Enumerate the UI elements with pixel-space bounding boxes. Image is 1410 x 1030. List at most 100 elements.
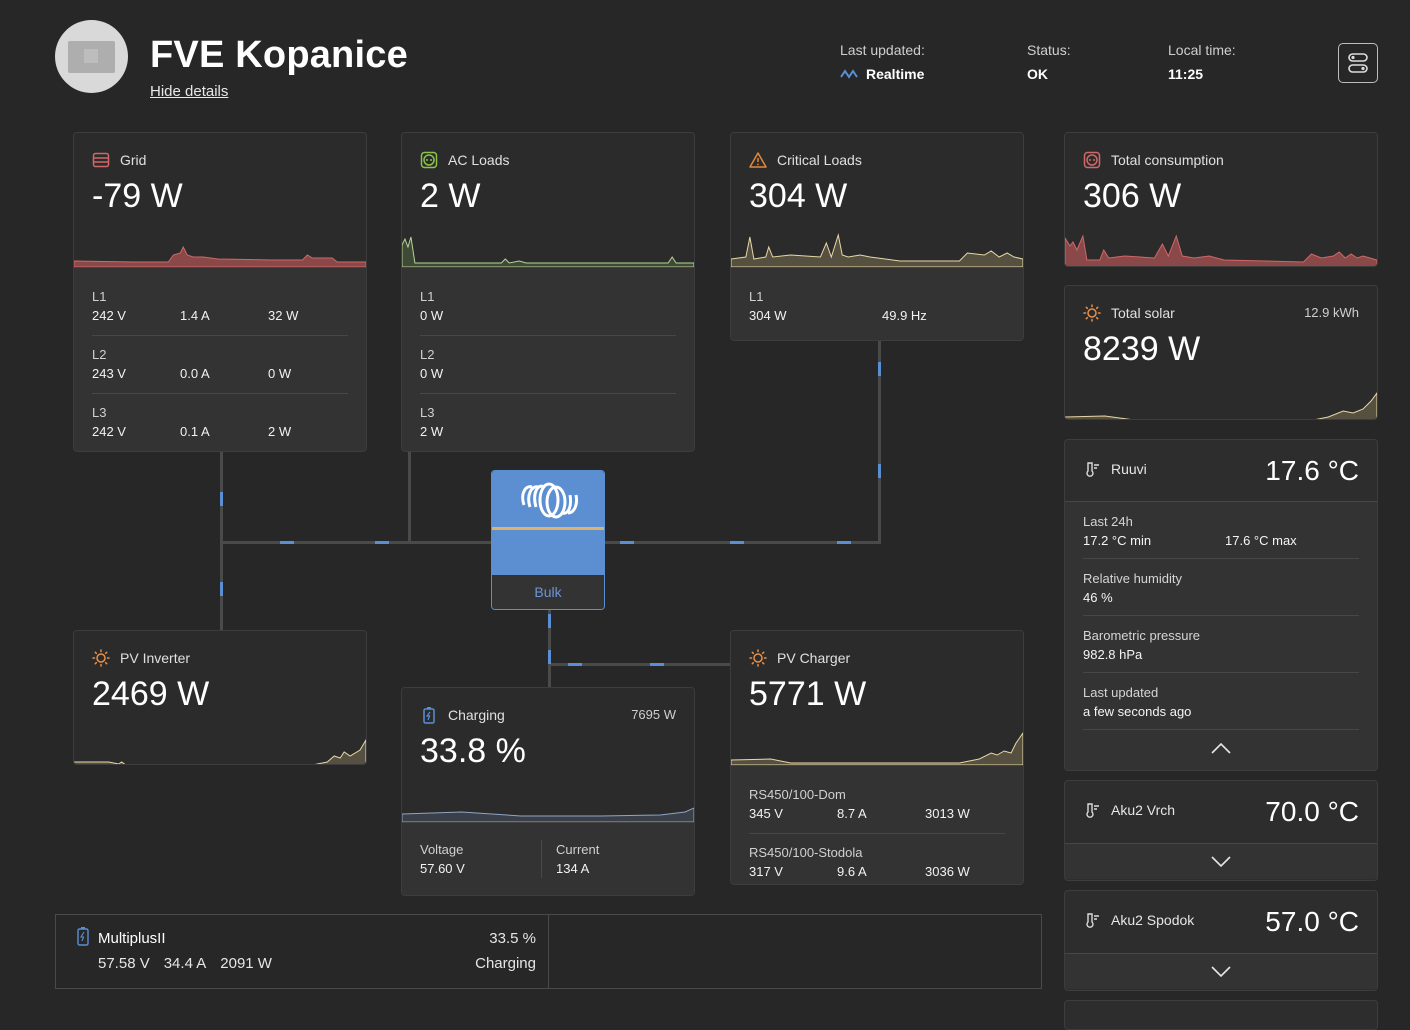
total-solar-card[interactable]: Total solar 12.9 kWh 8239 W xyxy=(1064,285,1378,420)
device-soc: 33.5 % xyxy=(489,930,536,947)
wire-grid-to-inverter xyxy=(220,541,492,544)
charger-name: RS450/100-Dom xyxy=(749,787,846,802)
flow-pulse xyxy=(878,464,881,478)
phase-power: 0 W xyxy=(420,308,444,323)
total-solar-energy: 12.9 kWh xyxy=(1304,305,1359,320)
phase-label: L2 xyxy=(92,347,107,362)
ac-loads-power: 2 W xyxy=(420,177,481,215)
total-solar-sparkline xyxy=(1065,392,1377,419)
phase-voltage: 242 V xyxy=(92,424,126,439)
phase-frequency: 49.9 Hz xyxy=(882,308,927,323)
sensor-pressure: Barometric pressure 982.8 hPa xyxy=(1083,616,1359,673)
flow-pulse xyxy=(548,614,551,628)
device-bar-empty-slot xyxy=(549,915,1041,988)
temp-max: 17.6 °C max xyxy=(1225,533,1297,548)
sun-icon xyxy=(92,649,110,667)
total-consumption-card[interactable]: Total consumption 306 W xyxy=(1064,132,1378,267)
ac-loads-sparkline xyxy=(402,236,694,267)
card-title: Charging xyxy=(448,707,505,723)
temp-min: 17.2 °C min xyxy=(1083,533,1152,548)
flow-pulse xyxy=(878,362,881,376)
charger-voltage: 317 V xyxy=(749,864,783,879)
settings-toggle-button[interactable] xyxy=(1338,43,1378,83)
device-current: 34.4 A xyxy=(163,955,207,972)
battery-charging-icon xyxy=(423,707,435,724)
expand-button[interactable] xyxy=(1065,953,1377,989)
sensor-last-updated: Last updated a few seconds ago xyxy=(1083,673,1359,730)
current-value: 134 A xyxy=(556,861,590,876)
sensor-card-aku2-spodok[interactable]: Aku2 Spodok 57.0 °C xyxy=(1064,890,1378,991)
battery-sparkline xyxy=(402,807,694,822)
flow-pulse xyxy=(375,541,389,544)
sensor-name: Aku2 Spodok xyxy=(1111,912,1195,928)
phase-label: L1 xyxy=(749,289,764,304)
phase-voltage: 243 V xyxy=(92,366,126,381)
sensor-card-partial[interactable] xyxy=(1064,1000,1378,1030)
inverter-stripe xyxy=(492,527,604,530)
device-name: MultiplusII xyxy=(98,930,166,947)
updated-label: Last updated xyxy=(1083,685,1159,700)
humidity-value: 46 % xyxy=(1083,590,1113,605)
grid-card[interactable]: Grid -79 W L1 242 V 1.4 A 32 W L2 243 V 0.0… xyxy=(73,132,367,452)
sensor-card-aku2-vrch[interactable]: Aku2 Vrch 70.0 °C xyxy=(1064,780,1378,881)
charger-current: 8.7 A xyxy=(837,806,867,821)
device-readings: 57.58 V 34.4 A 2091 W xyxy=(98,955,272,972)
ac-loads-card[interactable]: AC Loads 2 W L1 0 W L2 0 W L3 2 W xyxy=(401,132,695,452)
last-24h-label: Last 24h xyxy=(1083,514,1133,529)
phase-current: 0.1 A xyxy=(180,424,210,439)
pv-charger-row: RS450/100-Stodola 317 V 9.6 A 3036 W xyxy=(749,834,1005,884)
grid-phase-l2: L2 243 V 0.0 A 0 W xyxy=(92,336,348,394)
humidity-label: Relative humidity xyxy=(1083,571,1182,586)
pv-charger-card[interactable]: PV Charger 5771 W RS450/100-Dom 345 V 8.7… xyxy=(730,630,1024,885)
phase-label: L1 xyxy=(420,289,435,304)
phase-current: 0.0 A xyxy=(180,366,210,381)
page-title: FVE Kopanice xyxy=(150,34,408,76)
total-solar-power: 8239 W xyxy=(1083,330,1201,368)
total-consumption-power: 306 W xyxy=(1083,177,1182,215)
charger-name: RS450/100-Stodola xyxy=(749,845,863,860)
device-state: Charging xyxy=(475,955,536,972)
realtime-wave-icon xyxy=(840,69,858,79)
inverter-state: Bulk xyxy=(492,575,604,609)
flow-pulse xyxy=(568,663,582,666)
device-image-icon xyxy=(68,41,115,73)
battery-current: Current 134 A xyxy=(542,840,600,895)
pressure-label: Barometric pressure xyxy=(1083,628,1201,643)
sensor-card-ruuvi[interactable]: Ruuvi 17.6 °C Last 24h 17.2 °C min 17.6 °… xyxy=(1064,439,1378,771)
status-label: Status: xyxy=(1027,42,1071,58)
local-time-label: Local time: xyxy=(1168,42,1236,58)
expand-button[interactable] xyxy=(1065,843,1377,879)
device-multiplus[interactable]: MultiplusII 57.58 V 34.4 A 2091 W 33.5 %… xyxy=(56,915,549,988)
critical-loads-phase-l1: L1 304 W 49.9 Hz xyxy=(749,278,1005,335)
warning-icon xyxy=(749,152,767,168)
flow-pulse xyxy=(620,541,634,544)
socket-icon xyxy=(420,151,438,169)
phase-current: 1.4 A xyxy=(180,308,210,323)
thermometer-icon xyxy=(1086,462,1099,477)
critical-loads-sparkline xyxy=(731,233,1023,267)
flow-pulse xyxy=(280,541,294,544)
flow-pulse xyxy=(220,492,223,506)
device-voltage: 57.58 V xyxy=(98,955,150,972)
hide-details-link[interactable]: Hide details xyxy=(150,83,229,100)
flow-pulse xyxy=(837,541,851,544)
inverter-node[interactable]: Bulk xyxy=(491,470,605,610)
sensor-temperature: 70.0 °C xyxy=(1265,796,1359,827)
phase-power: 0 W xyxy=(268,366,292,381)
chevron-up-icon xyxy=(1211,742,1231,754)
sensor-temperature: 17.6 °C xyxy=(1265,455,1359,486)
critical-loads-card[interactable]: Critical Loads 304 W L1 304 W 49.9 Hz xyxy=(730,132,1024,341)
current-label: Current xyxy=(556,842,600,857)
updated-value: a few seconds ago xyxy=(1083,704,1192,719)
sun-icon xyxy=(749,649,767,667)
pv-inverter-card[interactable]: PV Inverter 2469 W xyxy=(73,630,367,765)
battery-card[interactable]: Charging 7695 W 33.8 % Voltage 57.60 V C… xyxy=(401,687,695,896)
phase-label: L3 xyxy=(420,405,435,420)
pv-inverter-power: 2469 W xyxy=(92,675,210,713)
collapse-button[interactable] xyxy=(1065,730,1377,766)
device-power: 2091 W xyxy=(220,955,272,972)
sensor-temperature: 57.0 °C xyxy=(1265,906,1359,937)
card-title: AC Loads xyxy=(448,152,510,168)
thermometer-icon xyxy=(1086,913,1099,928)
pressure-value: 982.8 hPa xyxy=(1083,647,1143,662)
